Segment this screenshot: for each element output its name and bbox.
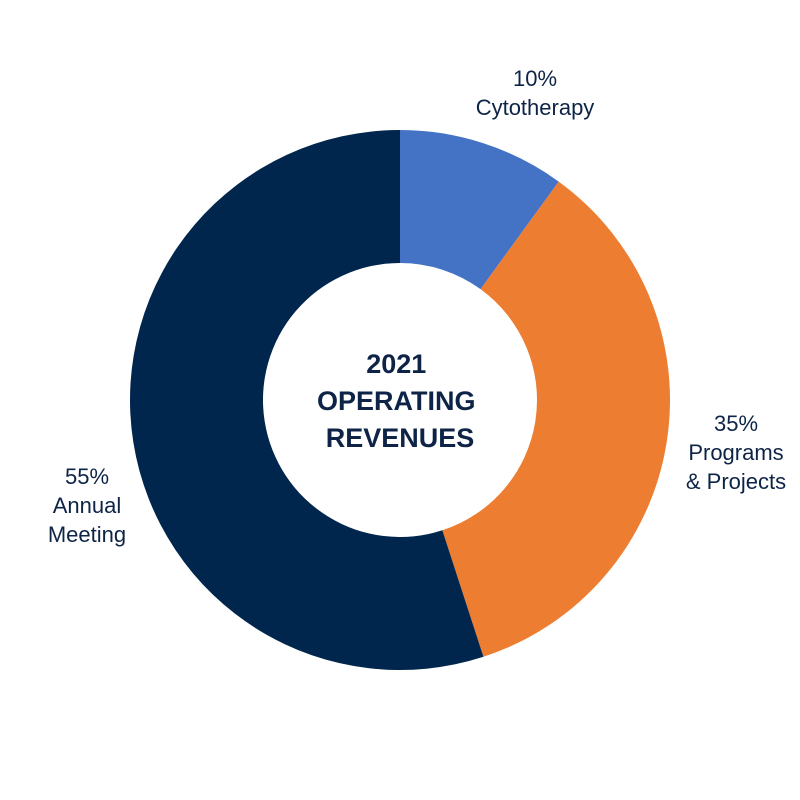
chart-title-line: 2021 (366, 349, 426, 379)
slice-label: 35% Programs & Projects (686, 411, 786, 494)
slice-label-line: Meeting (48, 522, 126, 547)
slice-label-line: & Projects (686, 469, 786, 494)
slice-label-line: 55% (65, 464, 109, 489)
slice-label: 55% Annual Meeting (48, 464, 126, 547)
donut-slice (442, 181, 670, 657)
slice-label: 10% Cytotherapy (476, 66, 595, 120)
slice-label-line: 35% (714, 411, 758, 436)
chart-title-line: OPERATING (317, 386, 476, 416)
slices-group (130, 130, 670, 670)
labels-group: 10% Cytotherapy 35% Programs & Projects 55% An… (48, 66, 786, 547)
slice-label-line: Cytotherapy (476, 95, 595, 120)
slice-label-line: 10% (513, 66, 557, 91)
donut-slice (400, 130, 559, 290)
donut-slice (130, 130, 484, 670)
chart-title-line: REVENUES (326, 423, 475, 453)
chart-title: 2021 OPERATING REVENUES (317, 349, 483, 453)
slice-label-line: Programs (688, 440, 783, 465)
slice-label-line: Annual (53, 493, 122, 518)
